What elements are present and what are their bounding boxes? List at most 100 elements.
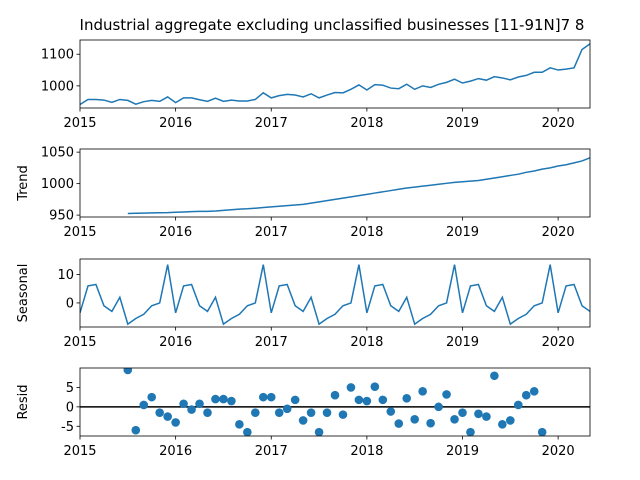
x-tick-label: 2015 [63, 225, 96, 240]
x-tick-label: 2016 [159, 225, 192, 240]
axes-frame [79, 148, 591, 218]
y-tick-label: 10 [57, 268, 74, 283]
resid-point [378, 395, 388, 405]
resid-point [450, 414, 459, 424]
x-tick-label: 2018 [350, 444, 383, 459]
resid-point [258, 392, 268, 402]
panel-observed: 1000 1100 2015 2016 2017 2018 2019 2020 [41, 39, 591, 131]
resid-point [290, 395, 300, 405]
resid-point [434, 402, 443, 412]
resid-point [274, 408, 284, 417]
resid-point [211, 394, 220, 404]
trend-series [127, 156, 590, 215]
axes-frame [79, 39, 591, 109]
x-tick-label: 2016 [159, 116, 192, 131]
resid-point [386, 407, 396, 416]
resid-point [243, 427, 252, 436]
x-tick-label: 2016 [159, 444, 192, 459]
resid-point [298, 416, 308, 425]
resid-point [322, 408, 332, 417]
x-tick-label: 2020 [542, 335, 575, 350]
x-tick-label: 2016 [159, 335, 192, 350]
resid-point [171, 418, 180, 427]
resid-point [498, 420, 507, 429]
resid-ylabel: Resid [16, 384, 31, 419]
panel-resid: -5 0 5 2015 2016 2017 2018 2019 2020 Resid [16, 367, 591, 459]
y-tick-label: 5 [66, 381, 74, 396]
x-tick-label: 2015 [63, 444, 96, 459]
y-tick-label: -5 [61, 420, 74, 435]
resid-series [123, 368, 547, 436]
resid-point [482, 412, 491, 421]
seasonal-series [80, 264, 590, 326]
x-tick-label: 2018 [350, 225, 383, 240]
resid-point [354, 395, 364, 405]
y-tick-label: 1100 [41, 48, 74, 63]
resid-point [306, 408, 316, 417]
y-tick-label: 1050 [41, 146, 74, 161]
x-tick-label: 2017 [255, 444, 288, 459]
resid-point [155, 408, 164, 417]
x-tick-label: 2019 [446, 225, 479, 240]
resid-point [266, 392, 276, 402]
y-tick-label: 950 [49, 209, 74, 224]
resid-point [537, 427, 547, 436]
x-tick-label: 2018 [350, 116, 383, 131]
x-tick-label: 2018 [350, 335, 383, 350]
resid-point [506, 416, 515, 425]
resid-point [203, 408, 212, 417]
resid-point [394, 419, 404, 428]
resid-point [402, 394, 412, 403]
resid-point [235, 420, 244, 429]
resid-point [426, 418, 435, 428]
resid-point [370, 382, 380, 391]
x-tick-label: 2020 [542, 225, 575, 240]
x-tick-label: 2020 [542, 444, 575, 459]
seasonal-ylabel: Seasonal [16, 264, 31, 323]
resid-point [187, 405, 196, 414]
y-tick-label: 1000 [41, 79, 74, 94]
x-tick-label: 2019 [446, 116, 479, 131]
resid-point [529, 387, 539, 396]
resid-point [195, 399, 204, 409]
resid-point [314, 427, 324, 436]
y-tick-label: 0 [66, 296, 74, 311]
x-tick-label: 2019 [446, 335, 479, 350]
resid-point [330, 390, 340, 400]
seasonal-line [80, 264, 590, 326]
resid-point [131, 425, 141, 435]
panel-trend: 950 1000 1050 2015 2016 2017 2018 2019 2020 Trend [16, 146, 591, 240]
resid-point [521, 390, 531, 400]
resid-point [442, 390, 451, 399]
resid-point [147, 392, 157, 402]
resid-point [458, 408, 467, 417]
x-tick-label: 2017 [255, 116, 288, 131]
axes-frame [79, 367, 591, 437]
resid-point [362, 396, 372, 406]
resid-point [163, 412, 172, 421]
observed-line [80, 43, 590, 106]
x-tick-label: 2015 [63, 335, 96, 350]
resid-point [139, 400, 149, 410]
resid-point [410, 414, 419, 424]
resid-point [282, 404, 292, 414]
axes-frame [79, 258, 591, 328]
resid-point [219, 394, 228, 404]
trend-line [127, 156, 590, 215]
resid-point [418, 387, 427, 396]
trend-ylabel: Trend [16, 165, 31, 202]
resid-point [338, 410, 348, 419]
resid-point [227, 396, 236, 406]
y-tick-label: 1000 [41, 177, 74, 192]
resid-point [251, 408, 260, 417]
resid-point [490, 371, 499, 381]
resid-point [513, 400, 523, 410]
x-tick-label: 2020 [542, 116, 575, 131]
x-tick-label: 2017 [255, 335, 288, 350]
observed-series [80, 43, 590, 106]
resid-point [346, 383, 356, 392]
resid-point [466, 427, 475, 436]
resid-point [123, 368, 133, 375]
resid-point [179, 399, 188, 409]
